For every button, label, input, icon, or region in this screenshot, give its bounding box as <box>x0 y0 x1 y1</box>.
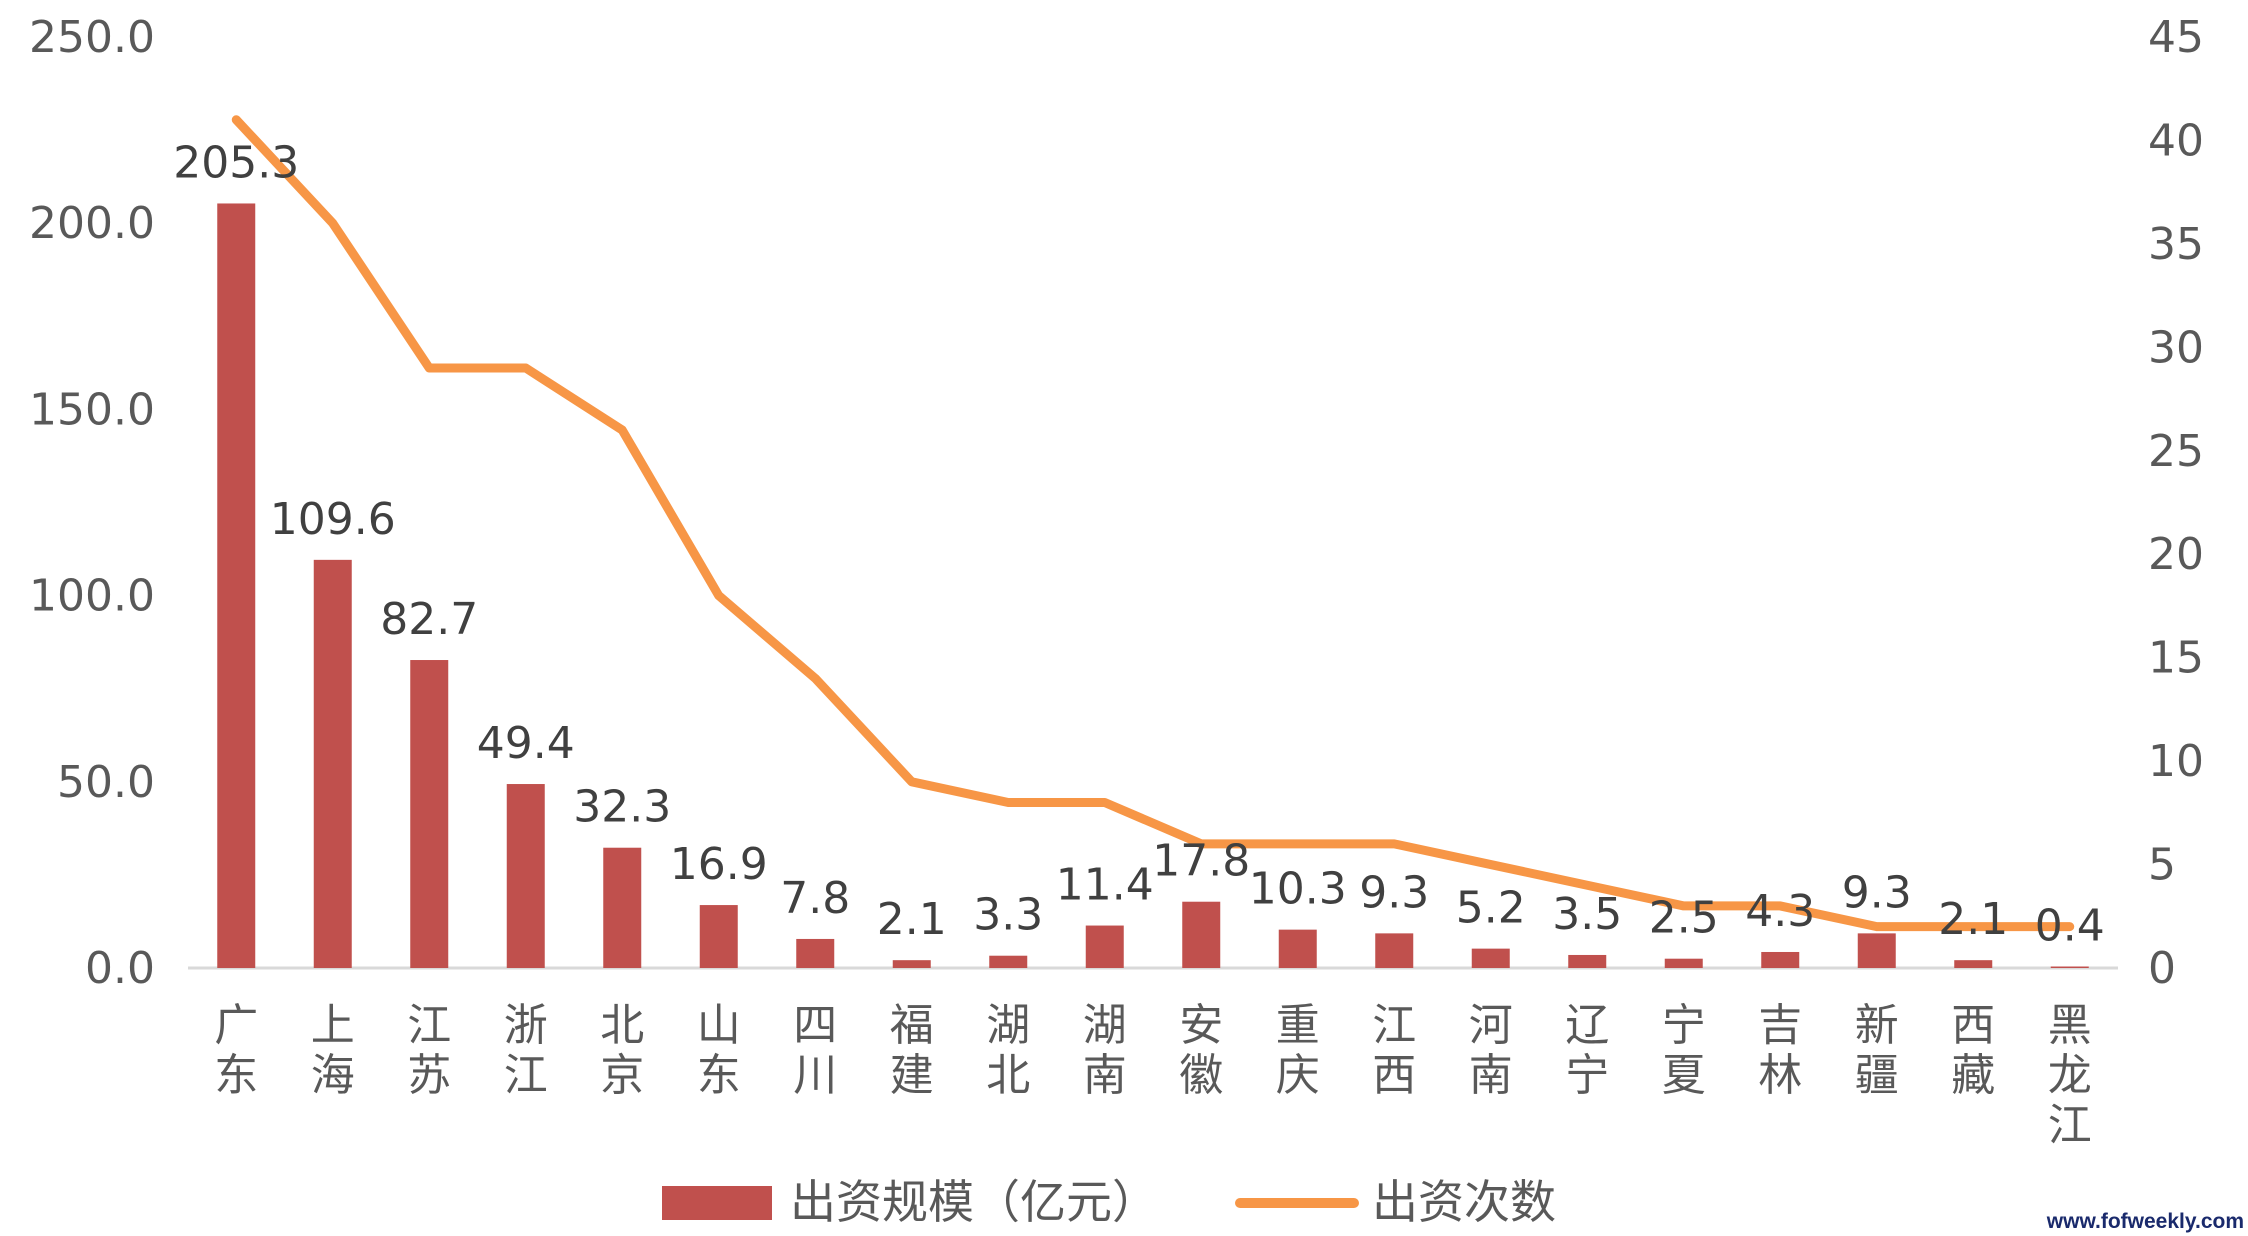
left-y-tick-label: 0.0 <box>85 943 155 994</box>
line-path <box>231 115 2075 932</box>
bar-value-label: 17.8 <box>1152 836 1250 887</box>
bar <box>1471 948 1510 968</box>
bar-value-label: 49.4 <box>477 718 575 769</box>
category-label: 四川 <box>793 1000 837 1101</box>
bar-value-label: 3.5 <box>1552 889 1622 940</box>
category-label: 上海 <box>311 1000 355 1101</box>
category-labels: 广东上海江苏浙江北京山东四川福建湖北湖南安徽重庆江西河南辽宁宁夏吉林新疆西藏黑龙… <box>214 1000 2092 1151</box>
category-label: 湖南 <box>1083 1000 1127 1101</box>
bar <box>1664 958 1703 968</box>
bar <box>313 559 352 968</box>
bar-value-label: 0.4 <box>2035 901 2105 952</box>
bar <box>603 847 642 968</box>
bar <box>1375 933 1414 968</box>
category-label: 黑龙江 <box>2048 1000 2092 1151</box>
bar-value-label: 109.6 <box>270 494 396 545</box>
bar <box>699 905 738 968</box>
bar <box>217 203 256 969</box>
bar-value-label: 2.1 <box>877 894 947 945</box>
category-label: 吉林 <box>1758 1000 1802 1101</box>
right-y-tick-label: 45 <box>2148 12 2204 63</box>
category-label: 重庆 <box>1276 1000 1320 1101</box>
category-label: 宁夏 <box>1662 1000 1706 1101</box>
right-y-tick-label: 15 <box>2148 633 2204 684</box>
left-y-tick-label: 100.0 <box>29 571 155 622</box>
line-series <box>231 115 2075 932</box>
bar-value-label: 2.1 <box>1938 894 2008 945</box>
left-y-tick-label: 50.0 <box>57 757 155 808</box>
bar <box>796 938 835 968</box>
bar-value-label: 205.3 <box>173 137 299 188</box>
bar-value-label: 9.3 <box>1359 867 1429 918</box>
left-y-axis: 0.0 50.0 100.0 150.0 200.0 250.0 <box>29 12 155 994</box>
bar-value-label: 10.3 <box>1249 864 1347 915</box>
bar <box>1182 901 1221 968</box>
bar <box>410 660 449 968</box>
bar-value-label: 11.4 <box>1056 860 1154 911</box>
bar-value-label: 16.9 <box>670 839 768 890</box>
bar-value-label: 5.2 <box>1456 883 1526 934</box>
bar <box>1085 925 1124 968</box>
legend-line-label: 出资次数 <box>1372 1175 1556 1229</box>
category-label: 湖北 <box>986 1000 1030 1101</box>
legend-bar-swatch <box>662 1186 772 1220</box>
right-y-tick-label: 5 <box>2148 840 2176 891</box>
right-y-tick-label: 25 <box>2148 426 2204 477</box>
bar <box>1568 954 1607 968</box>
bar-series <box>217 203 2089 969</box>
bar-value-label: 32.3 <box>573 782 671 833</box>
right-y-tick-label: 20 <box>2148 529 2204 580</box>
right-y-axis: 0 5 10 15 20 25 30 35 40 45 <box>2148 12 2204 994</box>
bar <box>989 955 1028 968</box>
bar <box>1954 960 1993 968</box>
category-label: 江苏 <box>407 1000 451 1101</box>
category-label: 西藏 <box>1951 1000 1995 1101</box>
bar <box>1278 929 1317 968</box>
bar <box>2050 966 2089 968</box>
bar-value-label: 7.8 <box>780 873 850 924</box>
category-label: 江西 <box>1372 1000 1416 1101</box>
right-y-tick-label: 0 <box>2148 943 2176 994</box>
bar-value-label: 2.5 <box>1649 893 1719 944</box>
bar <box>1761 951 1800 968</box>
category-label: 河南 <box>1469 1000 1513 1101</box>
category-label: 山东 <box>697 1000 741 1101</box>
bar <box>892 960 931 968</box>
category-label: 浙江 <box>504 1000 548 1101</box>
bar <box>1857 933 1896 968</box>
bar-value-label: 3.3 <box>973 890 1043 941</box>
right-y-tick-label: 35 <box>2148 219 2204 270</box>
category-label: 广东 <box>214 1000 258 1101</box>
bar-value-label: 4.3 <box>1745 886 1815 937</box>
left-y-tick-label: 150.0 <box>29 384 155 435</box>
bar <box>506 784 545 968</box>
legend-bar-label: 出资规模（亿元） <box>790 1175 1158 1229</box>
bar-value-label: 9.3 <box>1842 867 1912 918</box>
left-y-tick-label: 250.0 <box>29 12 155 63</box>
right-y-tick-label: 10 <box>2148 736 2204 787</box>
right-y-tick-label: 30 <box>2148 322 2204 373</box>
category-label: 新疆 <box>1855 1000 1899 1101</box>
category-label: 辽宁 <box>1565 1000 1609 1101</box>
category-label: 福建 <box>890 1000 934 1101</box>
watermark: www.fofweekly.com <box>2046 1210 2244 1233</box>
category-label: 安徽 <box>1179 1000 1223 1101</box>
right-y-tick-label: 40 <box>2148 115 2204 166</box>
legend: 出资规模（亿元） 出资次数 <box>662 1175 1556 1229</box>
bar-value-label: 82.7 <box>380 594 478 645</box>
left-y-tick-label: 200.0 <box>29 198 155 249</box>
category-label: 北京 <box>600 1000 644 1101</box>
